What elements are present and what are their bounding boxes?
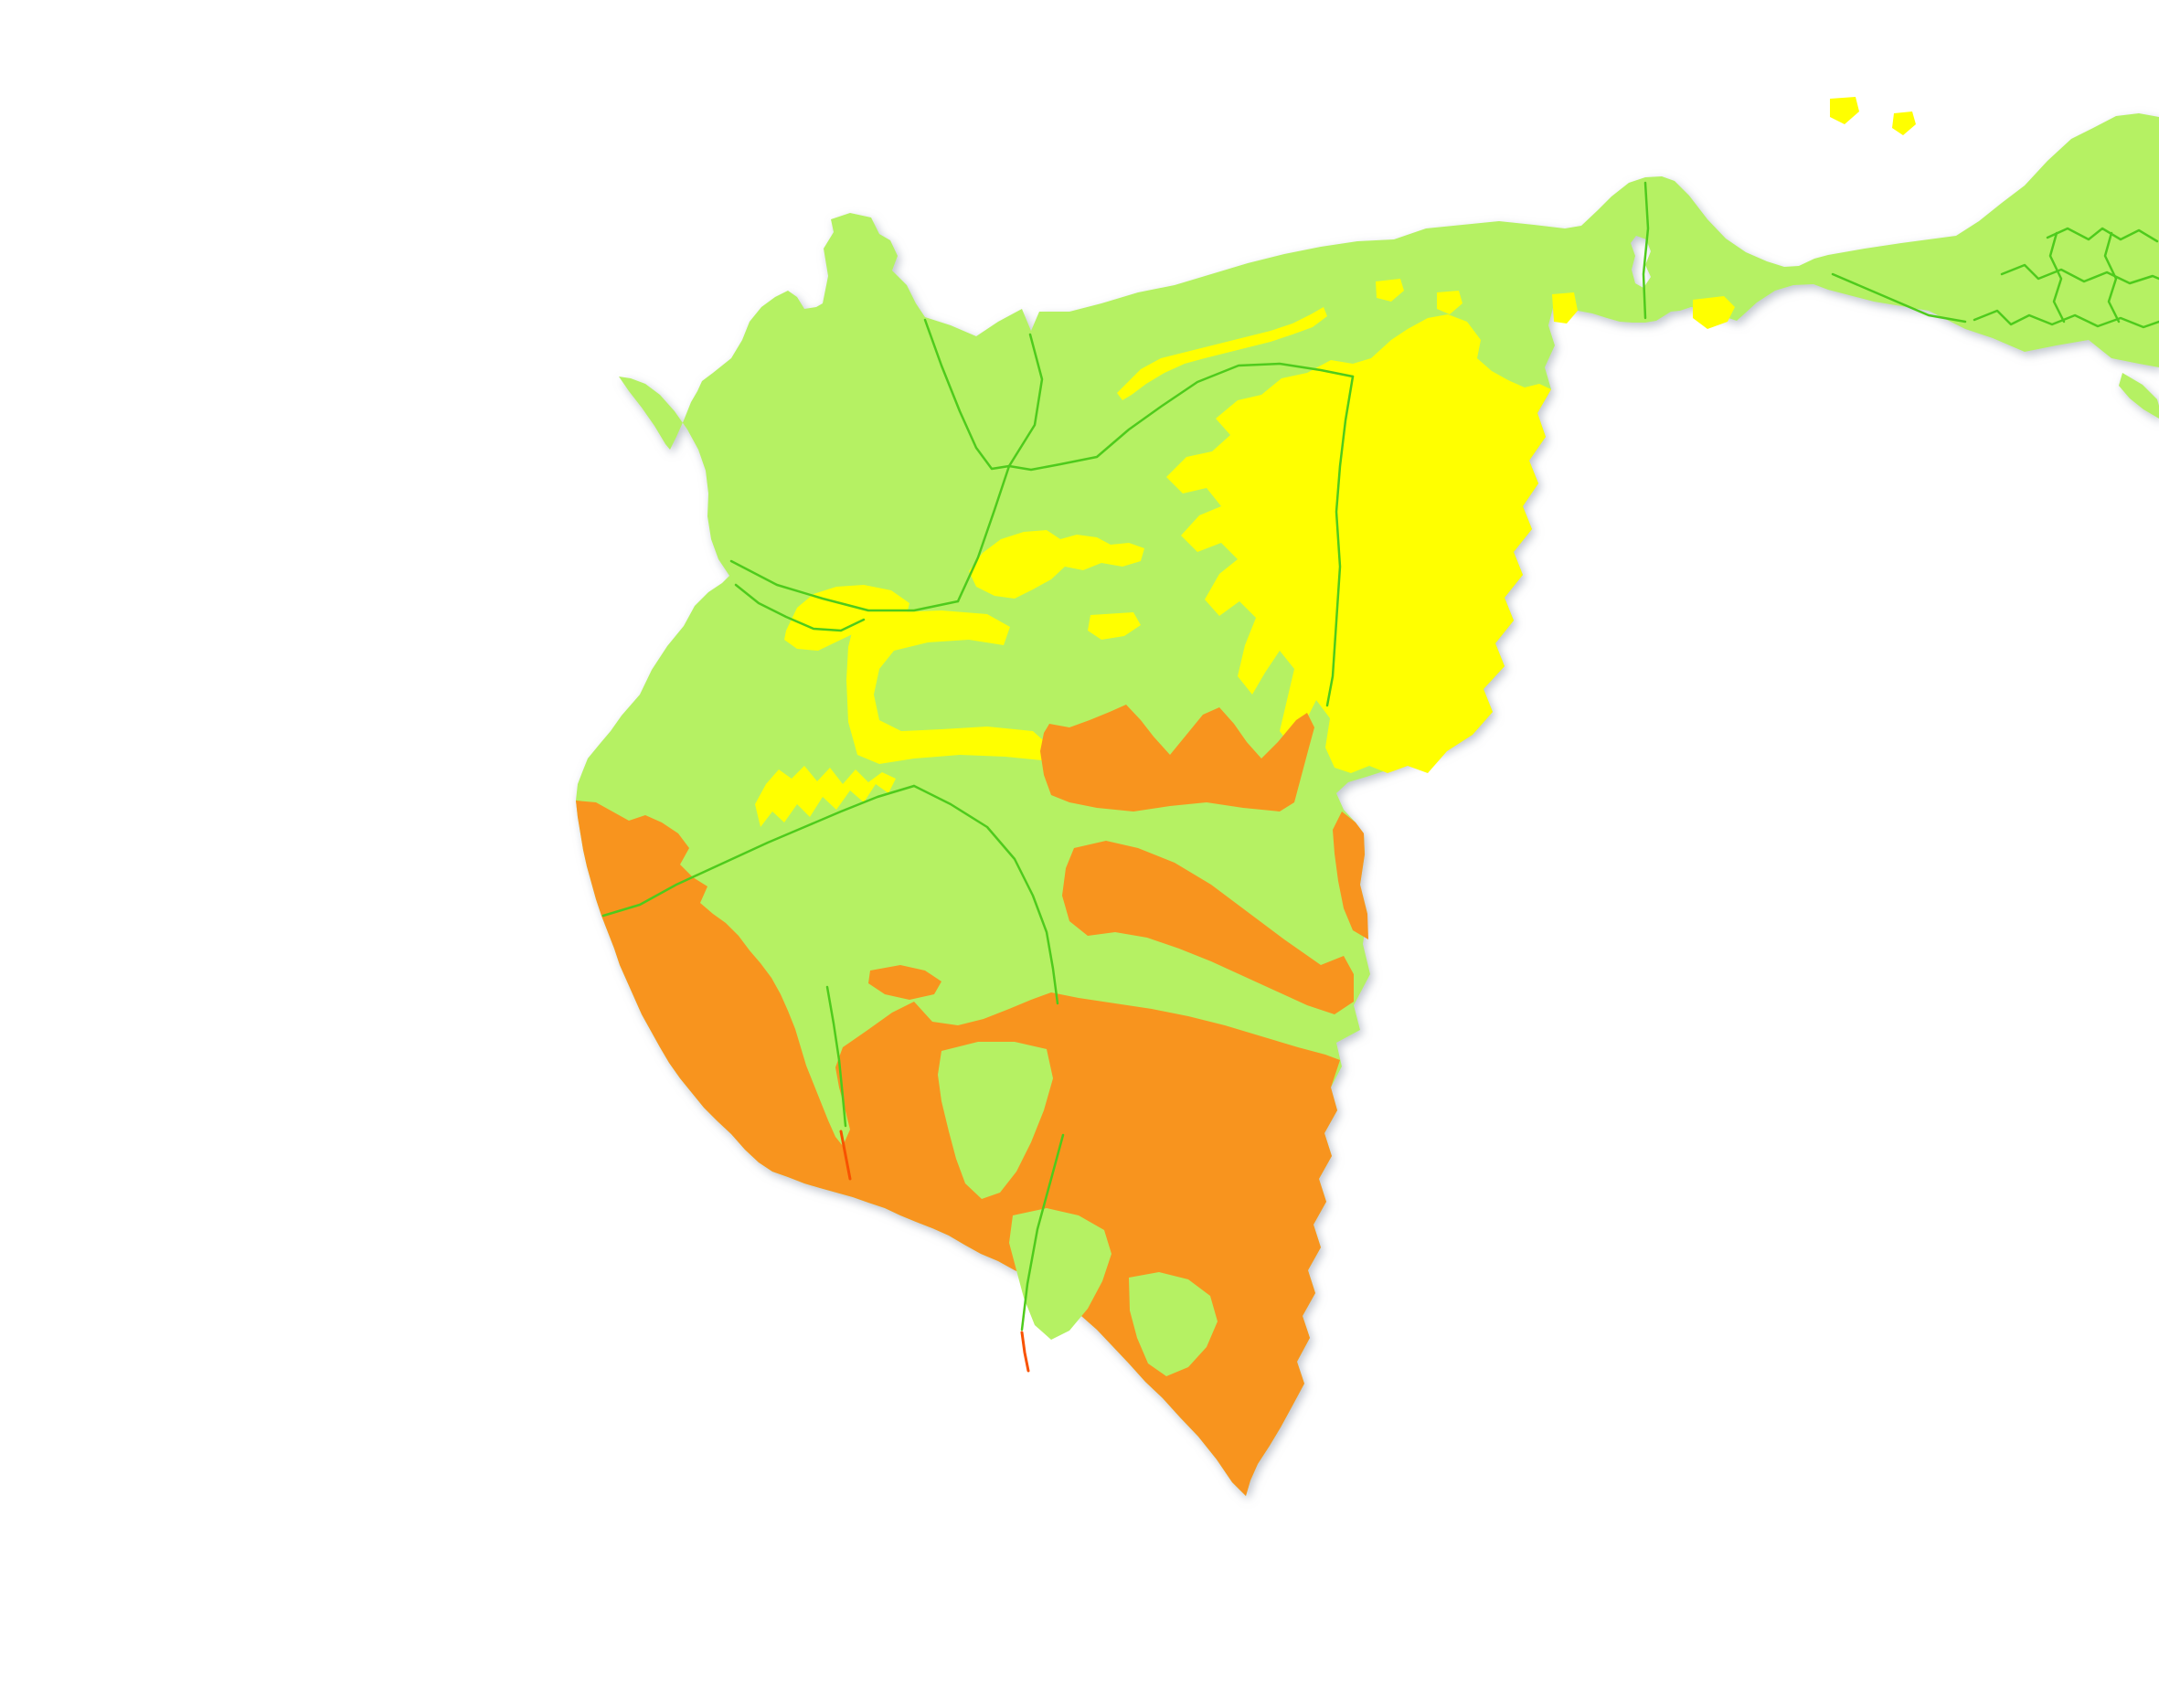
municipal-line-east-4 [2048, 231, 2066, 324]
district-line-southwest [601, 784, 916, 918]
municipal-line-east-5 [2103, 231, 2121, 324]
district-line-cape [734, 583, 866, 632]
orange-zone-north-band [1040, 705, 1314, 812]
district-line-isthmus [1642, 181, 1650, 320]
district-line-layer [601, 181, 2159, 1331]
orange-zone-middle-band [1062, 841, 1354, 1014]
yellow-warning-layer [755, 97, 1916, 827]
yellow-patch-isthmus-2 [1693, 296, 1735, 329]
yellow-patch-central-small [1088, 612, 1141, 640]
valley-overlay-layer [938, 1042, 1218, 1376]
green-valley-tongue-1 [938, 1042, 1053, 1199]
district-line-over-orange-layer [839, 1130, 1030, 1373]
district-line-valley-diagonal [912, 784, 1059, 1005]
green-valley-tongue-3 [1129, 1272, 1218, 1376]
municipal-line-east-2 [2000, 263, 2159, 285]
red-line-segment-2 [1020, 1331, 1030, 1373]
orange-zone-coast-lobe [1333, 812, 1368, 939]
district-line-junction-west [729, 559, 960, 612]
yellow-dot-arm-1 [1830, 97, 1859, 124]
district-line-north-short [923, 318, 1011, 471]
yellow-bracket-west [846, 610, 1049, 764]
yellow-streak-north [1117, 307, 1327, 400]
yellow-dot-2 [1437, 291, 1462, 314]
district-line-upper-eastwest [1007, 362, 1355, 472]
yellow-patch-central [969, 530, 1144, 599]
yellow-patch-isthmus-1 [1552, 292, 1578, 324]
district-line-east-vertical [1325, 375, 1355, 707]
orange-coast-blob [649, 916, 682, 947]
yellow-dot-arm-2 [1892, 111, 1916, 135]
yellow-zigzag-west [755, 766, 896, 827]
district-line-south-tongue [1020, 1133, 1065, 1331]
municipal-line-east-6 [1831, 272, 1967, 324]
orange-island-small [868, 965, 941, 1000]
yellow-zone-northeast-main [1166, 314, 1551, 773]
municipal-line-east-3 [2046, 227, 2159, 243]
district-line-channel [825, 985, 847, 1128]
southeast-peninsula [2119, 373, 2159, 419]
red-line-segment-1 [839, 1130, 852, 1181]
yellow-patch-west-1 [784, 585, 909, 651]
yellow-dot-1 [1376, 279, 1404, 302]
